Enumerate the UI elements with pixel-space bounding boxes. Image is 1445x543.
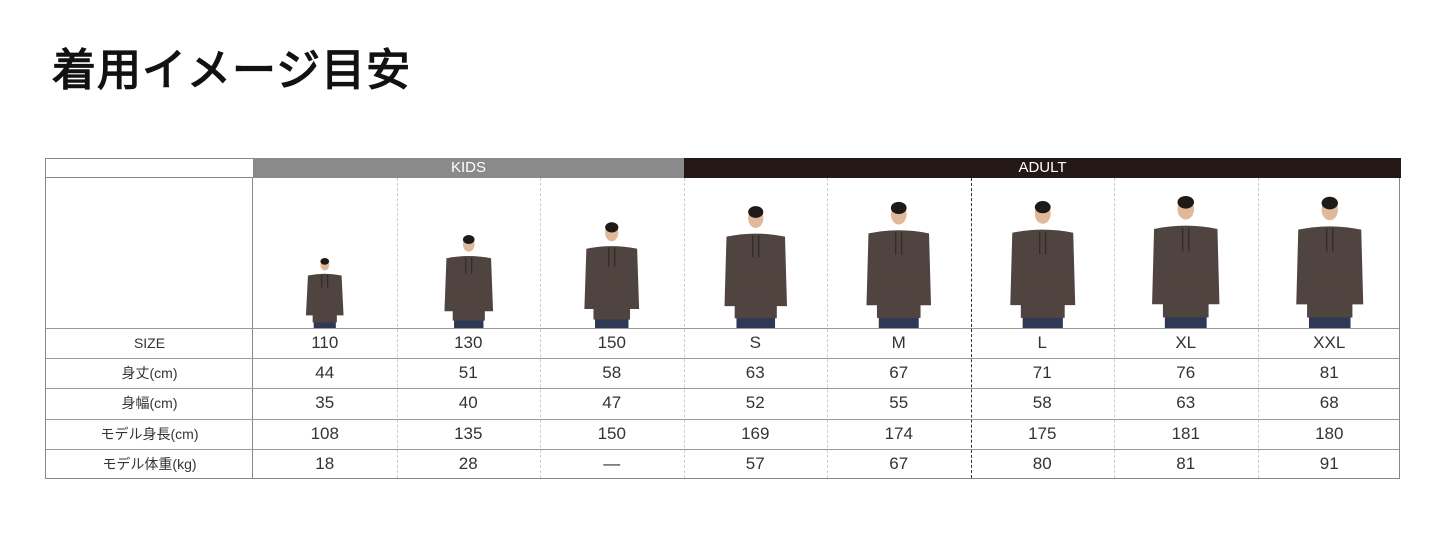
cell-size: 130 xyxy=(454,333,483,352)
cell-model-weight: 18 xyxy=(315,453,335,473)
cell-model-height: 169 xyxy=(741,423,770,443)
cell-size: XL xyxy=(1175,333,1197,352)
adult-group-header: ADULT xyxy=(684,158,1401,178)
row-divider xyxy=(46,358,1399,360)
cell-model-weight: 28 xyxy=(458,453,478,473)
cell-model-weight: — xyxy=(603,453,621,473)
cell-model-height: 180 xyxy=(1315,423,1344,443)
cell-body-width: 63 xyxy=(1176,393,1196,413)
cell-body-width: 47 xyxy=(602,393,622,413)
row-label-model-height: モデル身長(cm) xyxy=(100,425,199,442)
row-divider xyxy=(46,388,1399,390)
cell-model-weight: 91 xyxy=(1319,453,1339,473)
cell-model-height: 181 xyxy=(1171,423,1200,443)
cell-body-length: 81 xyxy=(1319,363,1339,383)
model-photo xyxy=(1152,195,1220,328)
cell-size: S xyxy=(749,333,761,352)
cell-model-height: 174 xyxy=(884,423,913,443)
page-title: 着用イメージ目安 xyxy=(52,45,412,96)
cell-body-width: 58 xyxy=(1032,393,1052,413)
cell-model-height: 150 xyxy=(597,423,626,443)
cell-body-width: 55 xyxy=(889,393,909,413)
cell-body-width: 68 xyxy=(1319,393,1339,413)
cell-body-width: 35 xyxy=(315,393,335,413)
cell-body-length: 76 xyxy=(1176,363,1196,383)
row-divider xyxy=(46,418,1399,420)
model-photo xyxy=(866,201,932,328)
cell-model-height: 175 xyxy=(1028,423,1057,443)
model-photo xyxy=(584,222,640,328)
cell-model-weight: 57 xyxy=(745,453,765,473)
row-divider xyxy=(46,448,1399,450)
cell-model-weight: 81 xyxy=(1176,453,1196,473)
cell-body-length: 51 xyxy=(458,363,478,383)
cell-size: M xyxy=(891,333,906,352)
cell-model-height: 135 xyxy=(454,423,483,443)
cell-size: 110 xyxy=(311,333,339,352)
model-photo xyxy=(443,235,493,328)
cell-model-height: 108 xyxy=(310,423,339,443)
row-divider xyxy=(46,328,1399,329)
cell-size: XXL xyxy=(1313,333,1346,352)
model-photo xyxy=(724,206,787,328)
model-photo xyxy=(1009,201,1075,328)
row-label-model-weight: モデル体重(kg) xyxy=(102,455,197,472)
cell-body-width: 40 xyxy=(458,393,478,413)
cell-body-length: 71 xyxy=(1032,363,1052,383)
size-chart-table: KIDS ADULT SIZE 身丈(cm) 身幅(cm) モデル身長(cm) モデル体… xyxy=(45,158,1401,479)
model-photo xyxy=(305,258,344,328)
cell-body-length: 63 xyxy=(745,363,765,383)
cell-body-length: 44 xyxy=(315,363,335,383)
row-label-body-length: 身丈(cm) xyxy=(121,365,178,382)
model-photo xyxy=(1295,196,1363,328)
cell-body-width: 52 xyxy=(745,393,765,413)
kids-group-header: KIDS xyxy=(253,158,684,178)
cell-body-length: 67 xyxy=(889,363,909,383)
cell-body-length: 58 xyxy=(602,363,622,383)
cell-size: L xyxy=(1037,333,1047,352)
row-label-body-width: 身幅(cm) xyxy=(121,395,178,412)
cell-size: 150 xyxy=(597,333,626,352)
cell-model-weight: 67 xyxy=(889,453,909,473)
cell-model-weight: 80 xyxy=(1032,453,1052,473)
row-label-size: SIZE xyxy=(133,335,166,351)
header-blank-cell xyxy=(46,158,253,178)
